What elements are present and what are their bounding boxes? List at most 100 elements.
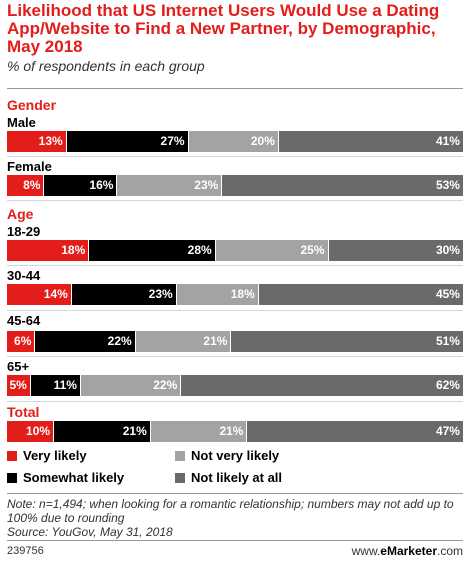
data-label: 25%: [300, 243, 325, 257]
data-label: 45%: [435, 287, 460, 301]
bar-segment-not-very-likely: 25%: [214, 240, 328, 261]
brand-prefix: www.: [351, 544, 381, 558]
brand-link[interactable]: www.eMarketer.com: [352, 544, 463, 558]
row-label-65: 65+: [7, 359, 30, 374]
data-label: 18%: [61, 243, 86, 257]
row-separator: [7, 356, 463, 357]
data-label: 16%: [89, 178, 114, 192]
data-label: 23%: [148, 287, 173, 301]
data-label: 23%: [194, 178, 219, 192]
row-label-30-44: 30-44: [7, 268, 41, 283]
bar-segment-somewhat-likely: 22%: [34, 331, 135, 352]
row-label-female: Female: [7, 159, 52, 174]
data-label: 8%: [23, 178, 41, 192]
data-label: 22%: [153, 378, 178, 392]
legend-swatch: [7, 472, 17, 483]
data-label: 20%: [250, 134, 275, 148]
note-text: Note: n=1,494; when looking for a romant…: [7, 497, 454, 525]
brand-name: eMarketer: [380, 544, 437, 558]
bar-segment-somewhat-likely: 23%: [70, 284, 176, 305]
data-label: 5%: [9, 378, 27, 392]
chart-subtitle: % of respondents in each group: [7, 58, 205, 74]
row-separator: [7, 310, 463, 311]
bar-segment-very-likely: 6%: [7, 331, 35, 352]
bar-segment-not-likely-at-all: 45%: [257, 284, 463, 305]
group-label-gender: Gender: [7, 97, 57, 113]
data-label: 62%: [435, 378, 460, 392]
bar-18-29: 18% 28% 25% 30%: [7, 240, 463, 261]
data-label: 41%: [435, 134, 460, 148]
bar-segment-not-very-likely: 23%: [116, 175, 222, 196]
top-rule: [7, 88, 463, 89]
row-separator: [7, 265, 463, 266]
brand-suffix: .com: [436, 544, 463, 558]
bar-segment-not-likely-at-all: 41%: [277, 131, 463, 152]
bar-segment-not-likely-at-all: 62%: [180, 375, 463, 396]
data-label: 27%: [160, 134, 185, 148]
data-label: 21%: [122, 424, 147, 438]
row-separator: [7, 156, 463, 157]
bar-65: 5% 11% 22% 62%: [7, 375, 463, 396]
data-label: 18%: [230, 287, 255, 301]
bar-female: 8% 16% 23% 53%: [7, 175, 463, 196]
data-label: 21%: [203, 334, 228, 348]
group-label-total: Total: [7, 404, 40, 420]
data-label: 51%: [435, 334, 460, 348]
bar-segment-very-likely: 13%: [7, 131, 66, 152]
bar-segment-not-likely-at-all: 51%: [230, 331, 463, 352]
legend-label: Somewhat likely: [23, 470, 125, 485]
bar-segment-very-likely: 5%: [7, 375, 30, 396]
legend-item-not-very-likely: Not very likely: [175, 448, 279, 463]
bar-segment-somewhat-likely: 16%: [43, 175, 117, 196]
source-text: Source: YouGov, May 31, 2018: [7, 525, 173, 539]
chart-title: Likelihood that US Internet Users Would …: [7, 1, 440, 56]
legend-item-not-likely-at-all: Not likely at all: [175, 470, 282, 485]
bar-segment-somewhat-likely: 21%: [53, 421, 150, 442]
footer-rule: [7, 540, 463, 541]
bottom-rule: [7, 493, 463, 494]
bar-segment-very-likely: 8%: [7, 175, 44, 196]
bar-segment-not-very-likely: 18%: [175, 284, 258, 305]
data-label: 6%: [14, 334, 32, 348]
data-label: 10%: [26, 424, 51, 438]
bar-male: 13% 27% 20% 41%: [7, 131, 463, 152]
bar-segment-not-likely-at-all: 53%: [221, 175, 463, 196]
legend-swatch: [175, 450, 185, 461]
data-label: 47%: [435, 424, 460, 438]
legend-swatch: [7, 450, 17, 461]
bar-45-64: 6% 22% 21% 51%: [7, 331, 463, 352]
chart-note: Note: n=1,494; when looking for a romant…: [7, 497, 465, 539]
data-label: 14%: [43, 287, 68, 301]
data-label: 21%: [219, 424, 244, 438]
legend-item-very-likely: Very likely: [7, 448, 87, 463]
bar-segment-very-likely: 14%: [7, 284, 71, 305]
data-label: 22%: [107, 334, 132, 348]
row-label-18-29: 18-29: [7, 224, 41, 239]
bar-segment-somewhat-likely: 11%: [29, 375, 80, 396]
bar-segment-somewhat-likely: 27%: [65, 131, 188, 152]
row-separator: [7, 401, 463, 402]
legend-label: Very likely: [23, 448, 87, 463]
legend: Very likely Somewhat likely Not very lik…: [7, 446, 463, 490]
bar-segment-not-very-likely: 22%: [79, 375, 181, 396]
data-label: 28%: [187, 243, 212, 257]
bar-segment-very-likely: 10%: [7, 421, 54, 442]
bar-segment-not-very-likely: 21%: [134, 331, 231, 352]
row-label-male: Male: [7, 115, 36, 130]
bar-segment-not-very-likely: 21%: [149, 421, 247, 442]
bar-segment-very-likely: 18%: [7, 240, 89, 261]
legend-item-somewhat-likely: Somewhat likely: [7, 470, 124, 485]
bar-segment-not-likely-at-all: 47%: [246, 421, 463, 442]
legend-swatch: [175, 472, 185, 483]
chart-id: 239756: [7, 545, 44, 557]
data-label: 13%: [38, 134, 63, 148]
bar-30-44: 14% 23% 18% 45%: [7, 284, 463, 305]
bar-segment-somewhat-likely: 28%: [88, 240, 215, 261]
legend-label: Not very likely: [191, 448, 280, 463]
group-label-age: Age: [7, 206, 34, 222]
data-label: 30%: [435, 243, 460, 257]
data-label: 53%: [435, 178, 460, 192]
row-label-45-64: 45-64: [7, 313, 41, 328]
data-label: 11%: [53, 378, 77, 392]
row-separator: [7, 200, 463, 201]
